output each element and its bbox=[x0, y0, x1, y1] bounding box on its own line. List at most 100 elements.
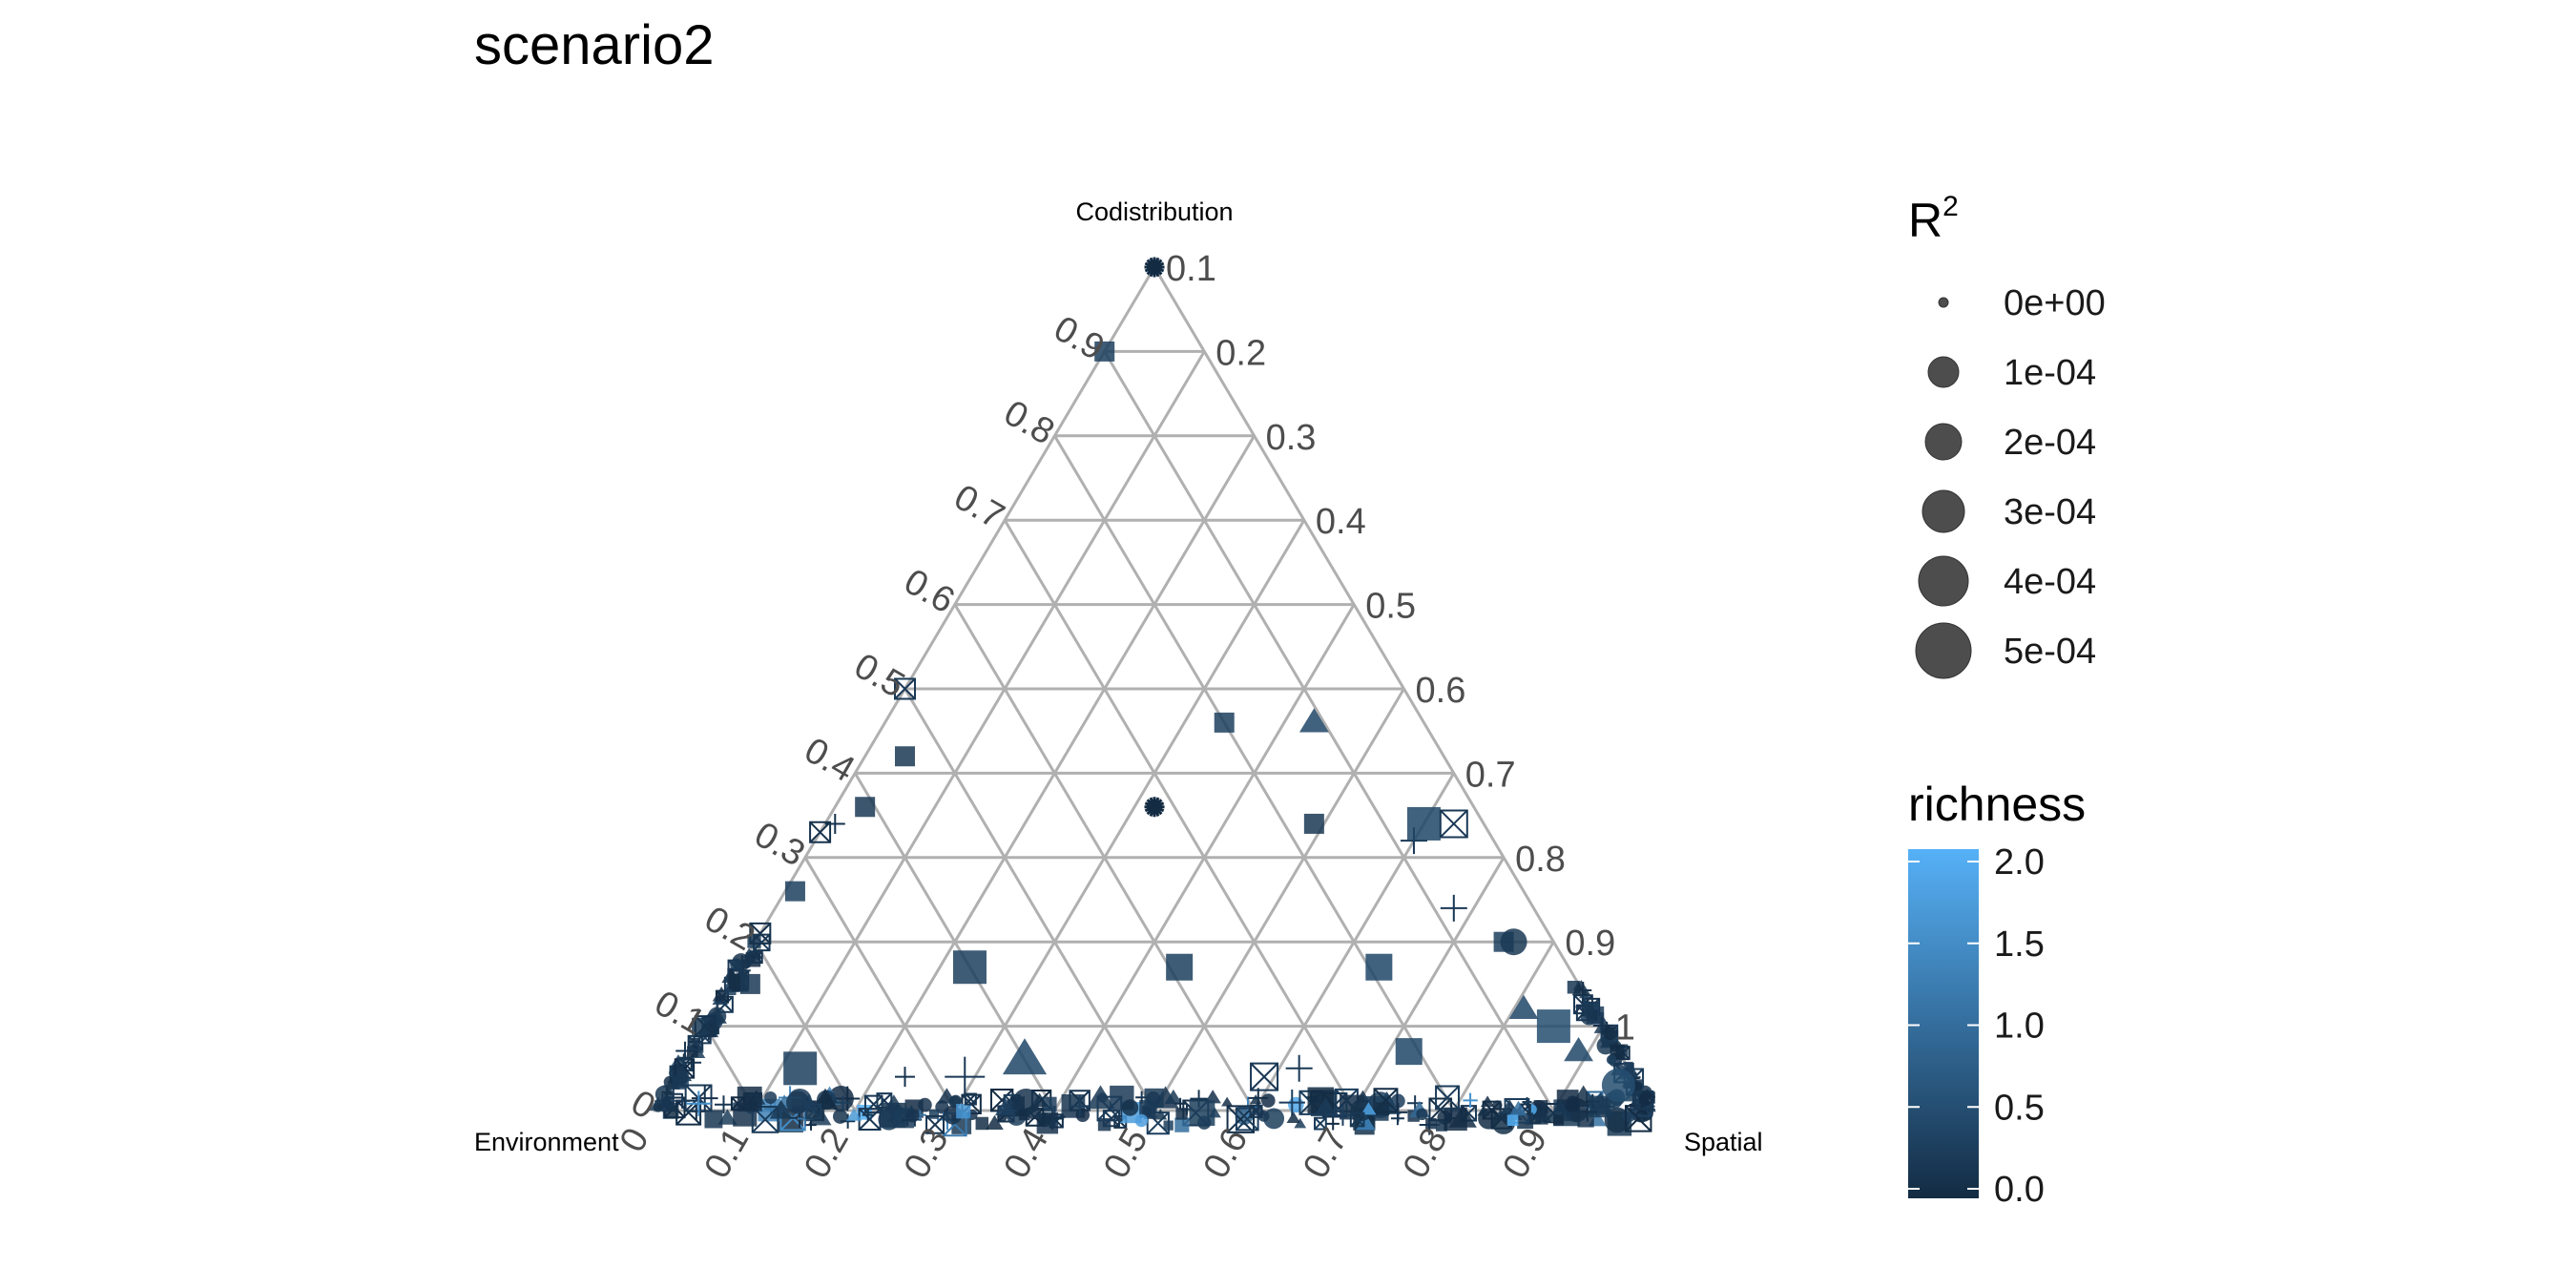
band-mark bbox=[805, 1119, 817, 1131]
band-mark bbox=[863, 1094, 883, 1114]
band-mark bbox=[715, 1095, 733, 1114]
size-legend-circle bbox=[1918, 555, 1969, 607]
tick-label: 0.8 bbox=[1515, 840, 1566, 880]
band-mark bbox=[749, 950, 763, 965]
band-mark bbox=[1288, 1096, 1304, 1113]
band-mark bbox=[1463, 1092, 1478, 1109]
band-mark bbox=[956, 1104, 971, 1119]
band-mark bbox=[833, 1109, 848, 1124]
size-legend-label: 5e-04 bbox=[2004, 632, 2096, 672]
band-mark bbox=[1286, 1111, 1300, 1124]
grid-line bbox=[803, 857, 957, 1111]
band-mark bbox=[661, 1087, 673, 1098]
size-legend-circle bbox=[1924, 423, 1963, 461]
band-mark bbox=[1163, 1120, 1174, 1131]
data-point bbox=[1298, 708, 1329, 733]
data-point bbox=[895, 746, 915, 767]
data-point bbox=[952, 950, 987, 985]
band-mark bbox=[1250, 1094, 1262, 1105]
band-mark bbox=[1139, 1100, 1157, 1118]
size-legend-label: 1e-04 bbox=[2004, 353, 2096, 393]
band-mark bbox=[799, 1095, 811, 1108]
tick-label: 0.7 bbox=[1296, 1122, 1356, 1186]
grid-line bbox=[1352, 857, 1506, 1111]
band-mark bbox=[1121, 1099, 1139, 1116]
tick-labels: 0.10.20.30.40.50.60.70.80.9100.10.20.30.… bbox=[613, 249, 1635, 1185]
data-point bbox=[749, 922, 772, 945]
data-point bbox=[855, 797, 876, 818]
band-mark bbox=[835, 1086, 861, 1111]
data-point bbox=[784, 881, 805, 902]
data-point bbox=[1439, 809, 1468, 839]
band-mark bbox=[925, 1114, 945, 1134]
data-point bbox=[1144, 257, 1165, 278]
band-mark bbox=[1249, 1104, 1263, 1118]
data-point bbox=[945, 1056, 986, 1097]
band-mark bbox=[1075, 1108, 1091, 1122]
band-mark bbox=[737, 1086, 762, 1111]
band-mark bbox=[1041, 1096, 1057, 1112]
band-mark bbox=[1096, 1095, 1123, 1122]
data-point bbox=[1250, 1062, 1279, 1091]
band-mark bbox=[1492, 1100, 1503, 1111]
band-mark bbox=[1416, 1108, 1428, 1121]
size-legend-label: 0e+00 bbox=[2004, 283, 2106, 323]
size-legend-label: 3e-04 bbox=[2004, 492, 2096, 532]
band-mark bbox=[846, 1108, 862, 1121]
band-mark bbox=[902, 1113, 914, 1127]
data-point bbox=[1601, 1068, 1635, 1102]
color-legend: richness 2.0 1.5 1.0 0.5 0.0 bbox=[1908, 778, 2086, 1210]
tick-label: 0.6 bbox=[1416, 671, 1466, 711]
tick-label: 0.9 bbox=[1565, 924, 1615, 964]
band-mark bbox=[1577, 1102, 1598, 1122]
ternary-grid bbox=[653, 264, 1656, 1112]
band-mark bbox=[1153, 1109, 1168, 1120]
data-point bbox=[1285, 1054, 1313, 1082]
band-mark bbox=[653, 1102, 663, 1112]
band-mark bbox=[1018, 1109, 1030, 1121]
data-point bbox=[1166, 953, 1194, 981]
data-point bbox=[1508, 994, 1539, 1019]
band-mark bbox=[1477, 1105, 1490, 1116]
size-legend-title: R2 bbox=[1908, 191, 1959, 247]
tick-label: 0.7 bbox=[1465, 755, 1516, 795]
color-legend-label: 1.5 bbox=[1994, 924, 2045, 965]
band-mark bbox=[1226, 1105, 1255, 1133]
band-mark bbox=[704, 1110, 723, 1129]
band-mark bbox=[1221, 1096, 1234, 1107]
band-mark bbox=[1435, 1085, 1460, 1111]
grid-line bbox=[853, 435, 1256, 1111]
band-mark bbox=[1623, 1061, 1633, 1072]
band-mark bbox=[1175, 1108, 1188, 1120]
band-mark bbox=[1589, 1095, 1611, 1118]
band-mark bbox=[1314, 1116, 1327, 1131]
band-mark bbox=[1189, 1100, 1215, 1127]
size-legend-circle bbox=[1927, 356, 1960, 388]
band-mark bbox=[1261, 1093, 1276, 1108]
band-mark bbox=[905, 1109, 920, 1123]
grid-line bbox=[1053, 435, 1456, 1111]
data-band bbox=[649, 933, 1656, 1137]
data-point bbox=[895, 1067, 915, 1088]
tick-label: 0.3 bbox=[1266, 418, 1317, 458]
band-mark bbox=[1326, 1117, 1340, 1131]
data-point bbox=[1214, 712, 1235, 733]
vertex-label-environment: Environment bbox=[474, 1128, 619, 1156]
data-point bbox=[1365, 953, 1393, 981]
grid-line bbox=[953, 519, 1306, 1111]
band-mark bbox=[1444, 1112, 1456, 1124]
band-mark bbox=[1135, 1091, 1149, 1104]
band-mark bbox=[1164, 1089, 1183, 1105]
color-legend-label: 1.0 bbox=[1994, 1007, 2045, 1047]
data-point bbox=[1002, 1038, 1048, 1075]
grid-line bbox=[754, 350, 1206, 1111]
band-mark bbox=[1294, 1117, 1307, 1129]
vertex-label-spatial: Spatial bbox=[1684, 1128, 1763, 1156]
data-point bbox=[1500, 928, 1527, 956]
color-legend-label: 2.0 bbox=[1994, 842, 2045, 883]
size-legend-circle bbox=[1915, 622, 1972, 679]
color-legend-label: 0.5 bbox=[1994, 1088, 2045, 1128]
band-mark bbox=[1448, 1104, 1477, 1128]
band-mark bbox=[928, 1109, 940, 1119]
band-mark bbox=[1361, 1102, 1377, 1115]
